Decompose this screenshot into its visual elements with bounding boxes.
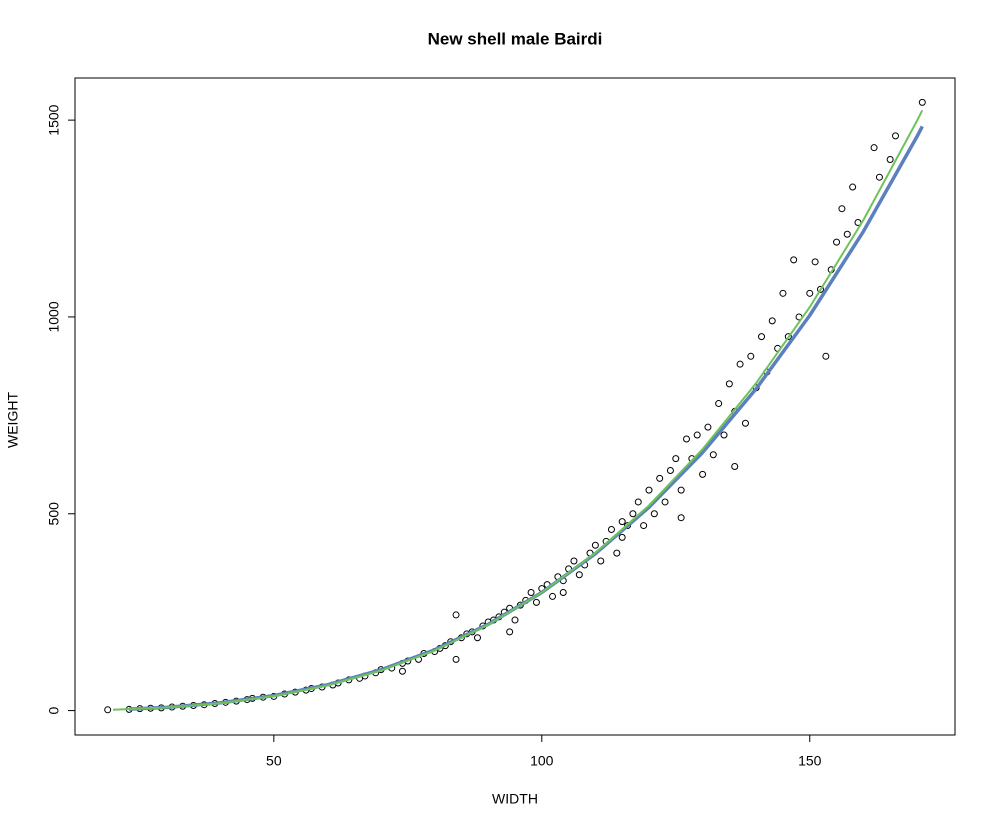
y-tick-label: 0	[46, 706, 62, 714]
data-point	[677, 486, 685, 494]
data-point	[816, 285, 824, 293]
data-point	[892, 132, 900, 140]
y-tick-label: 500	[46, 502, 62, 526]
data-point	[704, 423, 712, 431]
chart-title: New shell male Bairdi	[428, 29, 603, 48]
data-point	[779, 289, 787, 297]
data-point	[618, 533, 626, 541]
x-tick-label: 100	[530, 753, 554, 769]
data-point	[104, 706, 112, 714]
fit-line	[129, 125, 924, 711]
data-point	[629, 510, 637, 518]
data-point	[575, 571, 583, 579]
fit-line	[113, 109, 924, 711]
data-point	[666, 466, 674, 474]
data-point	[784, 333, 792, 341]
data-point	[597, 557, 605, 565]
data-point	[870, 144, 878, 152]
data-point	[838, 205, 846, 213]
data-point	[725, 380, 733, 388]
data-point	[693, 431, 701, 439]
data-point	[731, 463, 739, 471]
data-point	[661, 498, 669, 506]
data-point	[736, 360, 744, 368]
data-point	[843, 230, 851, 238]
data-point	[806, 289, 814, 297]
data-point	[672, 455, 680, 463]
data-point	[591, 541, 599, 549]
data-point	[650, 510, 658, 518]
data-point	[790, 256, 798, 264]
data-point	[741, 419, 749, 427]
data-point	[511, 616, 519, 624]
data-point	[559, 588, 567, 596]
data-point	[720, 431, 728, 439]
data-point	[452, 611, 460, 619]
data-point	[607, 526, 615, 534]
y-tick-label: 1500	[46, 104, 62, 135]
data-point	[506, 628, 514, 636]
data-point	[527, 588, 535, 596]
data-point	[549, 592, 557, 600]
data-point	[624, 522, 632, 530]
data-point	[811, 258, 819, 266]
data-point	[613, 549, 621, 557]
data-point	[822, 352, 830, 360]
data-point	[634, 498, 642, 506]
data-point	[570, 557, 578, 565]
data-point	[398, 667, 406, 675]
x-tick-label: 150	[798, 753, 822, 769]
data-point	[886, 155, 894, 163]
data-point	[875, 173, 883, 181]
data-point	[677, 514, 685, 522]
data-point	[532, 598, 540, 606]
data-point	[452, 655, 460, 663]
data-point	[709, 451, 717, 459]
y-axis-label: WEIGHT	[5, 392, 21, 448]
data-point	[849, 183, 857, 191]
data-point	[747, 352, 755, 360]
data-point	[768, 317, 776, 325]
data-point	[645, 486, 653, 494]
data-point	[656, 474, 664, 482]
data-point	[715, 400, 723, 408]
data-point	[682, 435, 690, 443]
data-point	[918, 98, 926, 106]
data-point	[640, 522, 648, 530]
plot-frame	[74, 77, 956, 736]
x-tick-label: 50	[266, 753, 282, 769]
data-point	[833, 238, 841, 246]
x-axis-label: WIDTH	[492, 791, 538, 807]
data-point	[758, 333, 766, 341]
data-point	[618, 518, 626, 526]
y-tick-label: 1000	[46, 301, 62, 332]
data-point	[699, 470, 707, 478]
data-point	[473, 634, 481, 642]
